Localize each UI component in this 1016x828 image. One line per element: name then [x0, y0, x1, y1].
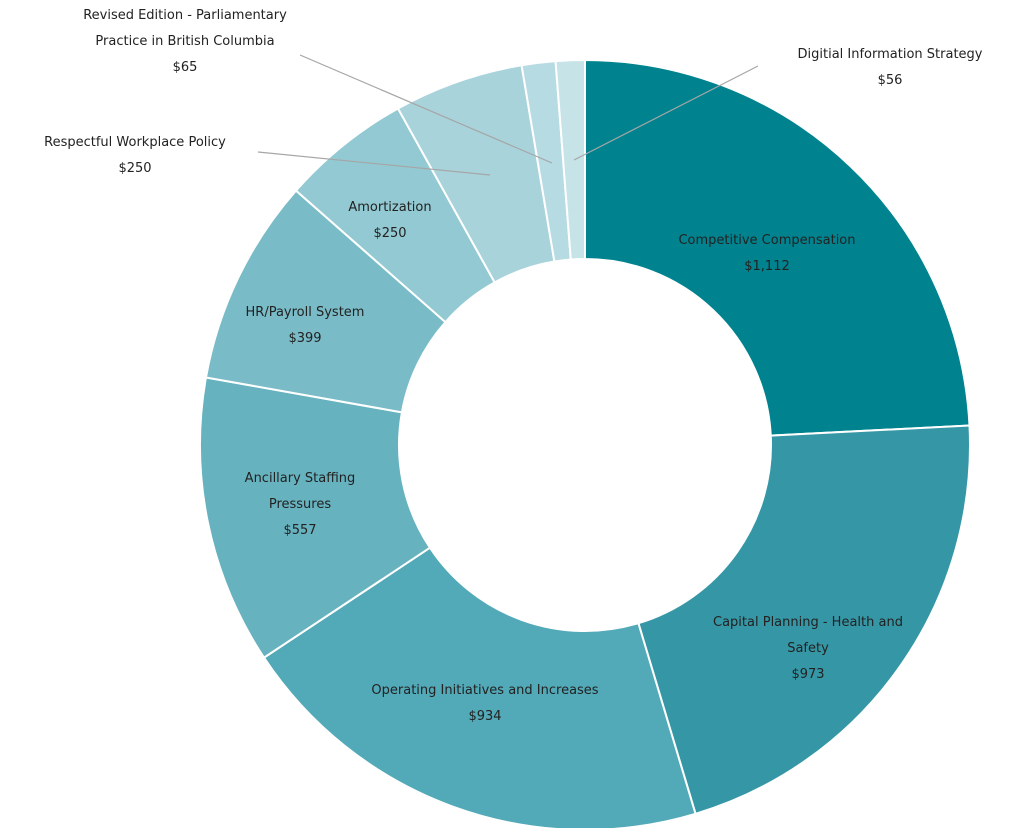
donut-slice [554, 58, 586, 261]
value-label: $65 [172, 60, 198, 75]
leader-line [299, 54, 553, 164]
slice-label: Respectful Workplace Policy $250 [0, 130, 275, 182]
value-label: $973 [791, 667, 825, 682]
leader-line [573, 65, 759, 161]
slice-label: Revised Edition - Parliamentary Practice… [80, 3, 290, 81]
value-label: $557 [283, 523, 317, 538]
value-label: $399 [288, 331, 322, 346]
value-label: $250 [373, 226, 407, 241]
category-label: Capital Planning - Health and Safety [713, 615, 903, 656]
slice-label: Ancillary Staffing Pressures $557 [220, 466, 380, 544]
category-label: Digitial Information Strategy [797, 47, 983, 62]
category-label: Ancillary Staffing Pressures [244, 471, 356, 512]
slice-label: Competitive Compensation $1,112 [637, 228, 897, 280]
slice-label: Capital Planning - Health and Safety $973 [693, 610, 923, 688]
donut-slice [199, 376, 432, 660]
category-label: HR/Payroll System [245, 305, 365, 320]
category-label: Respectful Workplace Policy [44, 135, 226, 150]
donut-slice [584, 58, 971, 437]
value-label: $934 [468, 709, 502, 724]
slice-label: Operating Initiatives and Increases $934 [370, 678, 600, 730]
category-label: Operating Initiatives and Increases [371, 683, 599, 698]
value-label: $56 [877, 73, 903, 88]
slice-label: Amortization $250 [315, 195, 465, 247]
leader-line [257, 151, 491, 176]
category-label: Competitive Compensation [678, 233, 856, 248]
category-label: Amortization [348, 200, 432, 215]
category-label: Revised Edition - Parliamentary Practice… [83, 8, 287, 49]
donut-slice [637, 424, 971, 816]
slice-label: HR/Payroll System $399 [205, 300, 405, 352]
donut-slice [262, 546, 697, 828]
value-label: $1,112 [744, 259, 790, 274]
slice-label: Digitial Information Strategy $56 [750, 42, 1016, 94]
value-label: $250 [118, 161, 152, 176]
